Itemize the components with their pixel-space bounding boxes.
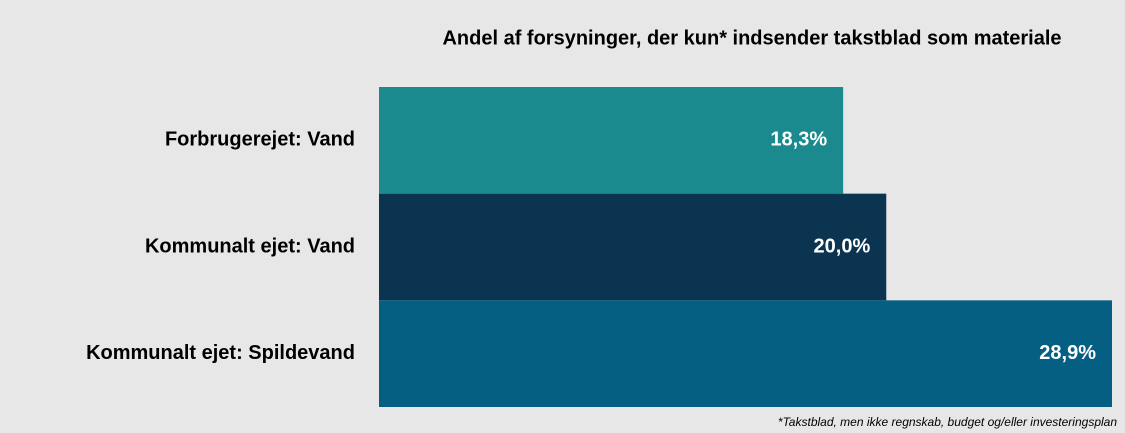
footnote: *Takstblad, men ikke regnskab, budget og…	[778, 415, 1117, 429]
value-label: 20,0%	[814, 235, 871, 257]
bar	[379, 87, 844, 194]
category-label: Forbrugerejet: Vand	[165, 129, 355, 151]
category-label: Kommunalt ejet: Spildevand	[86, 342, 355, 364]
chart-title: Andel af forsyninger, der kun* indsender…	[442, 27, 1061, 49]
category-label: Kommunalt ejet: Vand	[145, 235, 355, 257]
bar	[379, 300, 1112, 407]
value-label: 28,9%	[1039, 342, 1096, 364]
value-label: 18,3%	[770, 129, 827, 151]
bar	[379, 193, 887, 301]
